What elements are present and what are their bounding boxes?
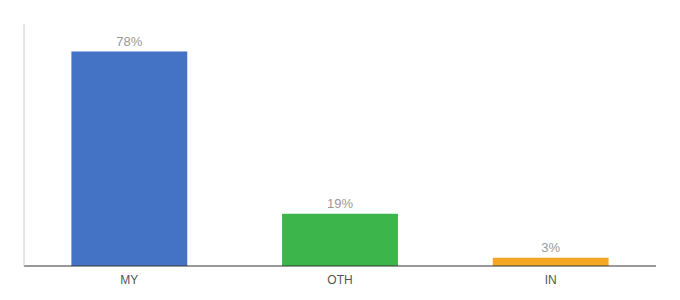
data-label: 3% (541, 240, 560, 255)
x-axis-line (24, 266, 656, 267)
page: {"chart_data": {"type": "bar", "categori… (0, 0, 680, 300)
chart-svg: MY OTH IN 78% 19% 3% (0, 0, 680, 300)
x-tick-label: IN (545, 273, 557, 287)
data-label: 19% (327, 196, 353, 211)
bar (282, 214, 398, 266)
chart-container: MY OTH IN 78% 19% 3% (0, 0, 680, 300)
y-axis-line (24, 24, 25, 266)
x-tick-labels: MY OTH IN (120, 273, 556, 287)
data-label: 78% (116, 34, 142, 49)
bar (493, 258, 609, 266)
bars (71, 52, 608, 267)
bar (71, 52, 187, 267)
data-labels: 78% 19% 3% (116, 34, 560, 255)
x-tick-label: MY (120, 273, 138, 287)
x-tick-label: OTH (327, 273, 352, 287)
